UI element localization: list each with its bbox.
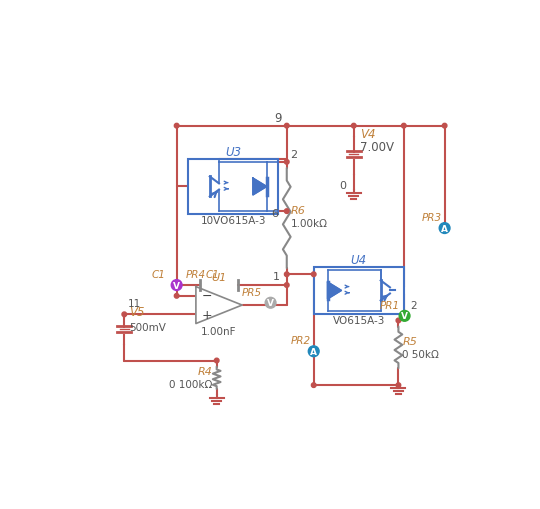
- Text: 10VO615A-3: 10VO615A-3: [200, 216, 266, 226]
- Text: V: V: [173, 281, 180, 290]
- Text: VO615A-3: VO615A-3: [333, 316, 385, 326]
- Circle shape: [442, 124, 447, 129]
- Circle shape: [312, 272, 316, 277]
- Text: 0: 0: [339, 181, 346, 190]
- Circle shape: [396, 319, 401, 323]
- Circle shape: [285, 209, 289, 214]
- Circle shape: [439, 223, 450, 234]
- Text: C1: C1: [152, 270, 166, 280]
- Text: PR3: PR3: [421, 213, 442, 223]
- Text: 7.00V: 7.00V: [360, 140, 394, 154]
- Text: 1.00kΩ: 1.00kΩ: [291, 218, 328, 228]
- Text: 9: 9: [274, 112, 282, 125]
- Text: U1: U1: [211, 273, 227, 283]
- Text: V: V: [401, 312, 408, 321]
- Text: V5: V5: [129, 306, 144, 319]
- Circle shape: [214, 358, 219, 363]
- Text: 1.00nF: 1.00nF: [201, 327, 237, 336]
- Circle shape: [396, 383, 401, 388]
- Circle shape: [171, 280, 182, 291]
- Text: PR2: PR2: [291, 336, 310, 346]
- Text: +: +: [201, 308, 212, 321]
- Text: A: A: [310, 347, 317, 356]
- Text: 11: 11: [128, 298, 141, 308]
- Text: 0 100kΩ: 0 100kΩ: [170, 379, 213, 389]
- Circle shape: [122, 313, 126, 317]
- Text: A: A: [441, 224, 448, 233]
- Bar: [314, 267, 404, 315]
- Circle shape: [285, 124, 289, 129]
- Text: PR4: PR4: [186, 270, 206, 280]
- Circle shape: [312, 383, 316, 388]
- Text: PR5: PR5: [241, 288, 261, 297]
- Circle shape: [285, 272, 289, 277]
- Polygon shape: [328, 282, 341, 299]
- Circle shape: [285, 283, 289, 288]
- Text: R6: R6: [291, 206, 306, 216]
- Circle shape: [265, 298, 276, 308]
- Text: C1: C1: [206, 270, 220, 280]
- Text: 6: 6: [272, 208, 278, 218]
- Text: 1: 1: [273, 271, 280, 281]
- Circle shape: [399, 311, 410, 322]
- Polygon shape: [253, 179, 267, 195]
- Text: R5: R5: [402, 336, 417, 347]
- Bar: [188, 159, 278, 215]
- Text: V4: V4: [360, 128, 375, 140]
- Text: U3: U3: [225, 146, 241, 159]
- Text: 2: 2: [411, 300, 417, 310]
- Circle shape: [352, 124, 356, 129]
- Circle shape: [174, 294, 179, 299]
- Circle shape: [308, 346, 319, 357]
- Text: −: −: [201, 290, 212, 303]
- Text: 0 50kΩ: 0 50kΩ: [402, 349, 439, 359]
- Text: R4: R4: [198, 366, 213, 377]
- Text: PR1: PR1: [380, 300, 400, 310]
- Text: U4: U4: [350, 253, 367, 267]
- Text: V: V: [267, 299, 274, 307]
- Circle shape: [174, 283, 179, 288]
- Text: 2: 2: [290, 150, 297, 160]
- Polygon shape: [196, 287, 242, 324]
- Circle shape: [401, 124, 406, 129]
- Circle shape: [174, 124, 179, 129]
- Circle shape: [285, 160, 289, 165]
- Text: 500mV: 500mV: [129, 323, 166, 333]
